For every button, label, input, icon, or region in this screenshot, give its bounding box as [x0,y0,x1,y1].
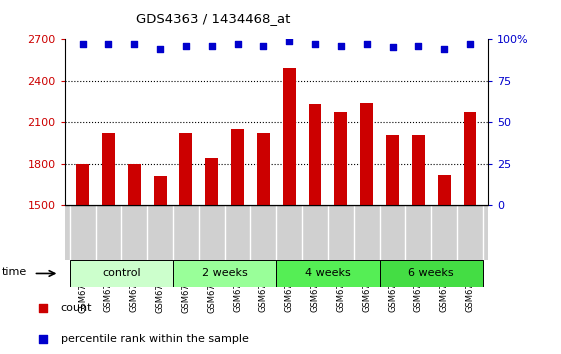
Point [181,43,190,48]
Point [78,41,87,47]
Text: percentile rank within the sample: percentile rank within the sample [61,334,249,344]
Bar [360,103,373,354]
Point [207,43,216,48]
Point [311,41,320,47]
Bar [205,158,218,354]
Bar [386,135,399,354]
Bar [283,68,296,354]
Bar [180,133,192,354]
Point [388,45,397,50]
Point [259,43,268,48]
Point [414,43,423,48]
Text: GDS4363 / 1434468_at: GDS4363 / 1434468_at [136,12,291,25]
Bar [276,260,380,287]
Point [466,41,475,47]
Point [155,46,164,52]
Point [130,41,139,47]
Bar [76,164,89,354]
Bar [334,113,347,354]
Bar [438,175,450,354]
Text: 4 weeks: 4 weeks [305,268,351,279]
Text: control: control [102,268,141,279]
Point [440,46,449,52]
Text: 2 weeks: 2 weeks [202,268,247,279]
Bar [309,104,321,354]
Bar [173,260,276,287]
Bar [102,133,115,354]
Point [413,216,422,222]
Bar [380,260,483,287]
Bar [70,260,173,287]
Bar [463,113,476,354]
Text: 6 weeks: 6 weeks [408,268,454,279]
Text: count: count [61,303,93,313]
Point [104,41,113,47]
Bar [128,164,141,354]
Point [233,41,242,47]
Text: time: time [1,267,26,277]
Bar [231,129,244,354]
Bar [154,176,167,354]
Bar [412,135,425,354]
Point [337,43,346,48]
Bar [257,133,270,354]
Point [362,41,371,47]
Point [285,38,294,44]
